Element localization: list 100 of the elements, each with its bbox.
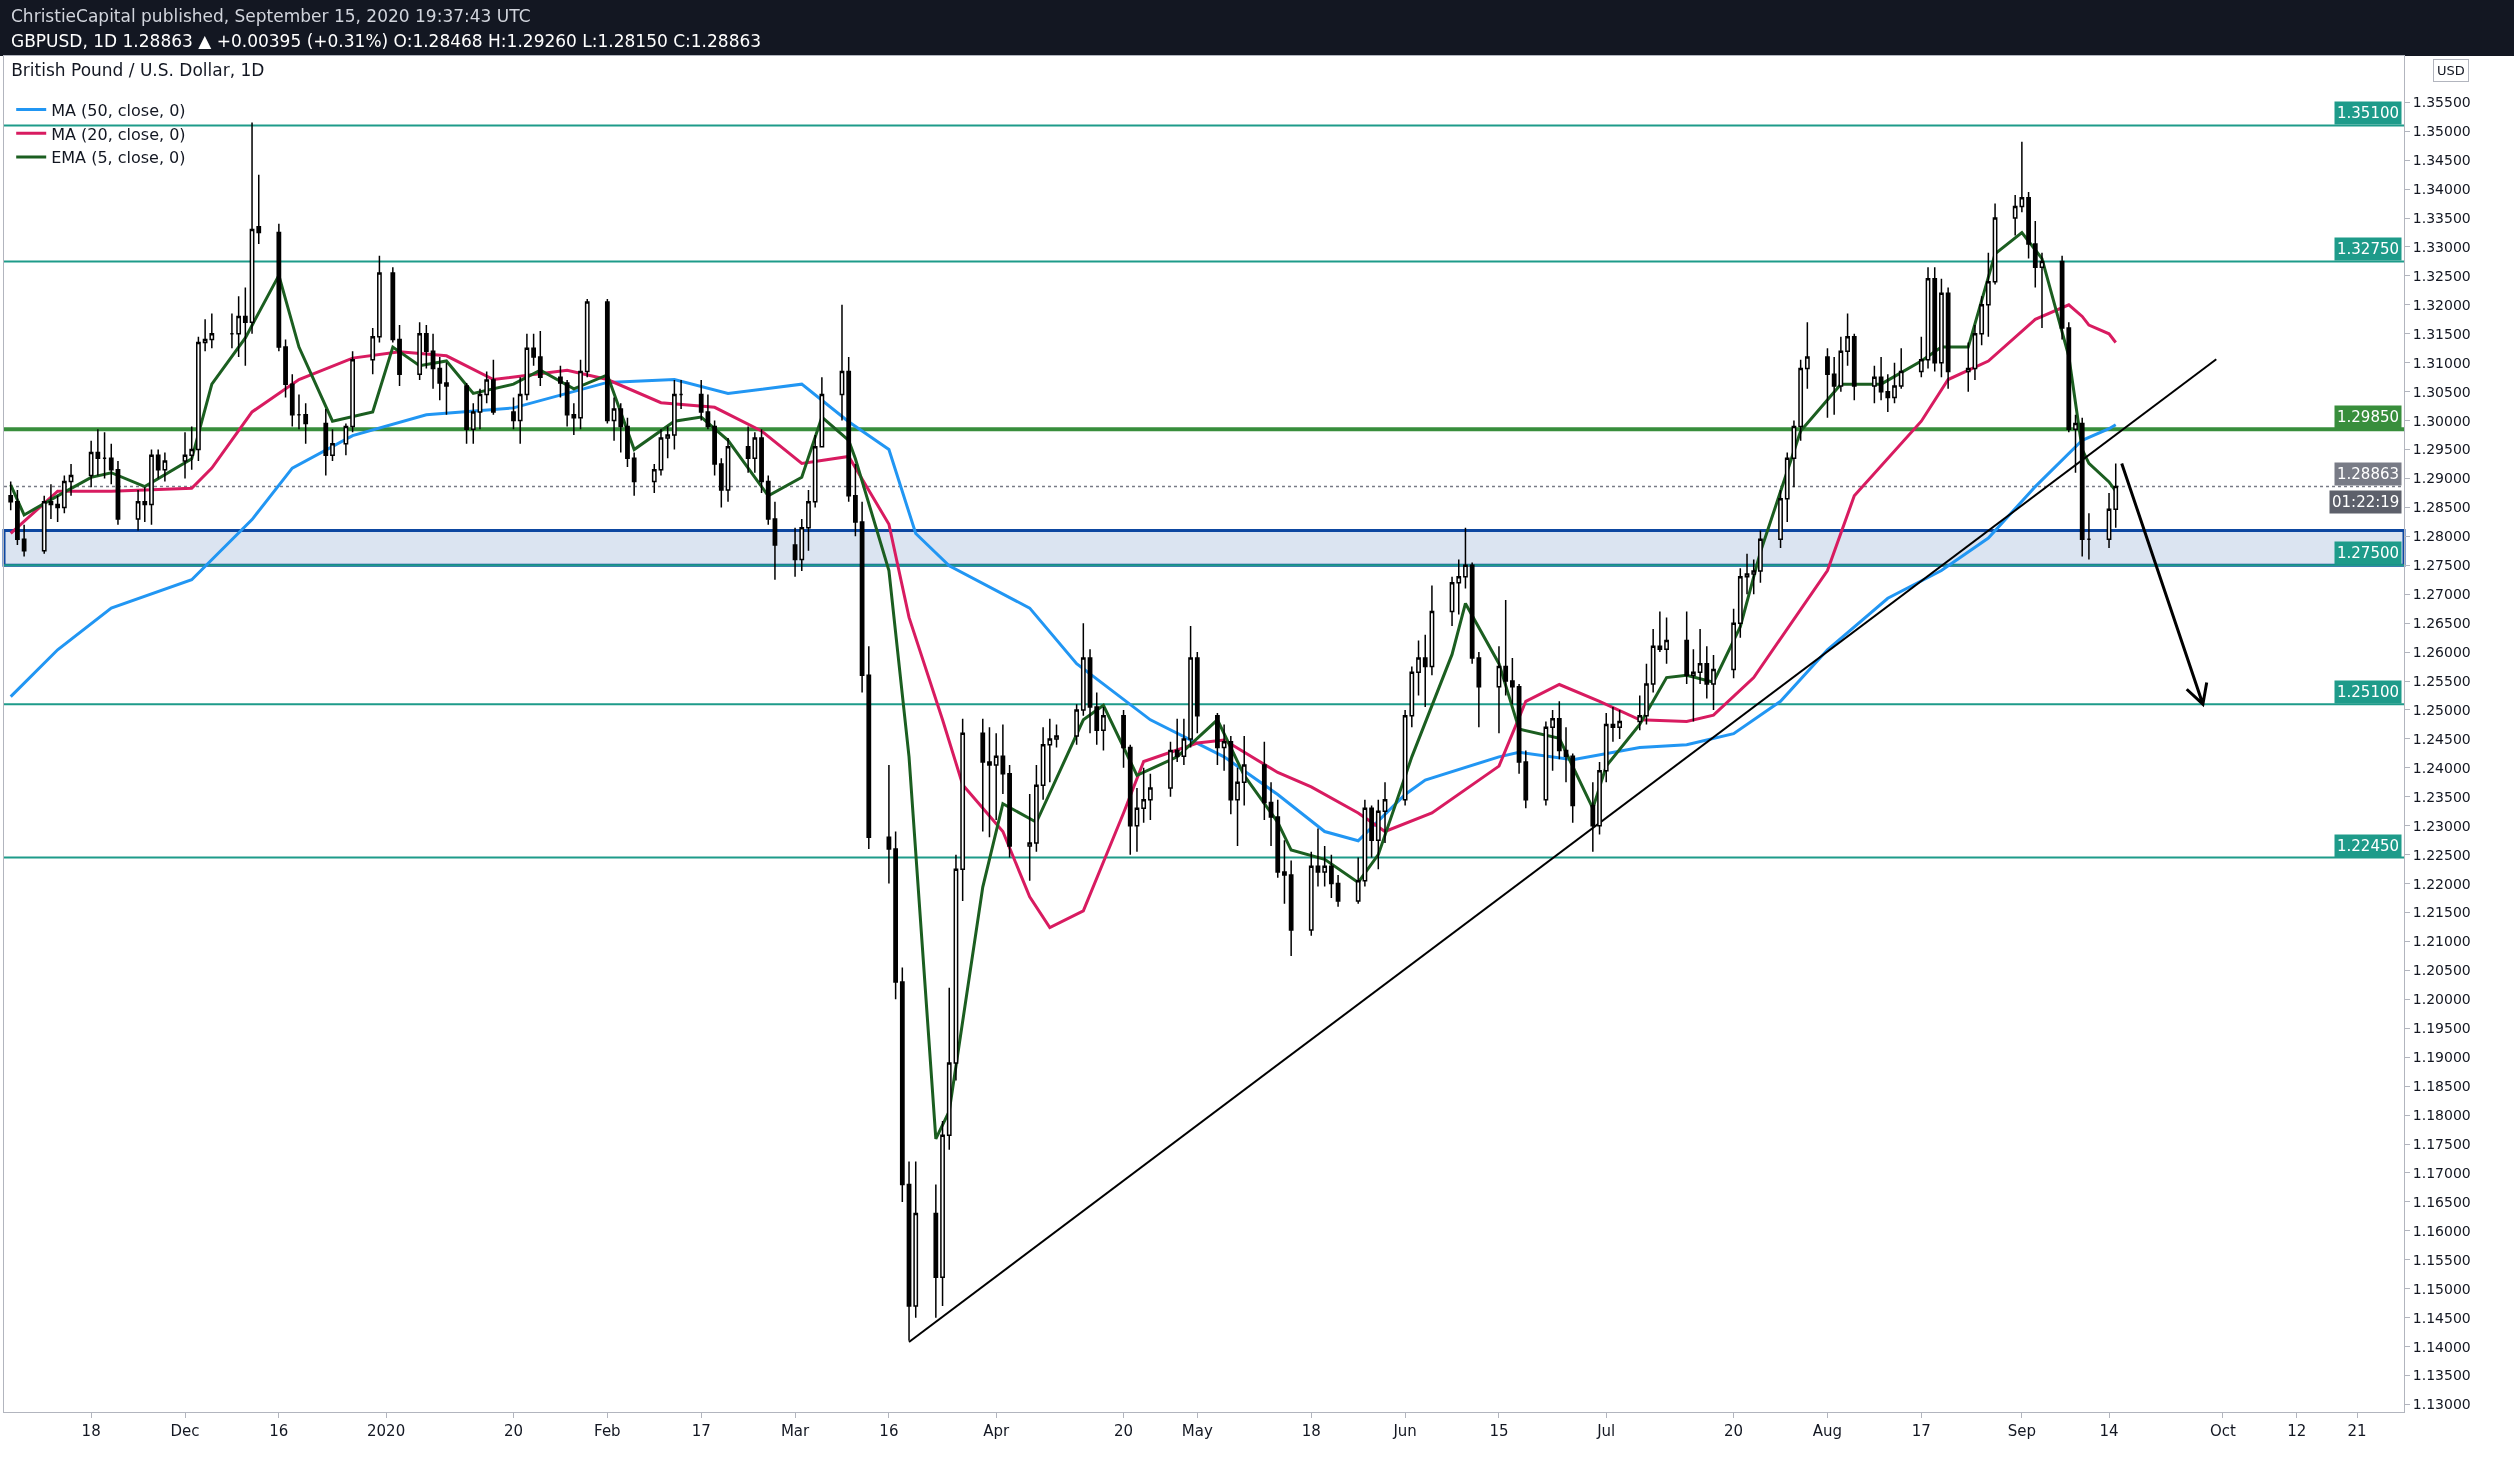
x-tick-label: 18 bbox=[1301, 1422, 1321, 1440]
candlestick bbox=[1563, 726, 1569, 784]
y-tick-label: 1.15500 bbox=[2412, 1251, 2471, 1268]
candlestick bbox=[423, 324, 429, 370]
candlestick bbox=[444, 361, 449, 416]
candlestick bbox=[8, 480, 14, 512]
candlestick bbox=[1007, 764, 1012, 859]
candlestick bbox=[2073, 414, 2078, 474]
x-tick-label: 16 bbox=[269, 1422, 289, 1440]
x-tick-label: Jun bbox=[1392, 1422, 1417, 1440]
candlestick bbox=[48, 483, 54, 520]
candlestick bbox=[2106, 492, 2112, 549]
x-tick-label: 14 bbox=[2099, 1422, 2119, 1440]
candlestick bbox=[1711, 654, 1716, 711]
candlestick bbox=[490, 359, 496, 416]
candlestick bbox=[718, 457, 724, 509]
candlestick bbox=[1147, 772, 1153, 821]
candlestick bbox=[1268, 781, 1274, 847]
legend-label: MA (20, close, 0) bbox=[51, 124, 186, 144]
y-tick-label: 1.17500 bbox=[2412, 1135, 2471, 1152]
candlestick bbox=[578, 359, 583, 431]
candlestick bbox=[115, 460, 121, 526]
candlestick bbox=[2059, 254, 2065, 341]
candlestick bbox=[296, 393, 302, 431]
candlestick bbox=[1590, 781, 1596, 853]
candlestick bbox=[806, 489, 811, 552]
candlestick bbox=[799, 518, 805, 572]
y-tick-label: 1.13000 bbox=[2412, 1396, 2471, 1413]
candlestick bbox=[430, 333, 436, 390]
candlestick bbox=[343, 422, 349, 457]
candlestick bbox=[1194, 651, 1200, 734]
candlestick bbox=[705, 393, 711, 431]
candlestick bbox=[1784, 451, 1790, 523]
candlestick bbox=[2039, 252, 2045, 329]
y-tick-label: 1.19000 bbox=[2412, 1049, 2471, 1066]
y-tick-label: 1.13500 bbox=[2412, 1367, 2471, 1384]
ref-line-label: 1.35100 bbox=[2337, 104, 2400, 122]
candlestick bbox=[658, 428, 664, 477]
y-tick-label: 1.20000 bbox=[2412, 991, 2471, 1008]
x-tick-label: Mar bbox=[780, 1422, 811, 1440]
y-tick-label: 1.25000 bbox=[2412, 701, 2471, 718]
candlestick bbox=[21, 524, 27, 558]
candlestick bbox=[283, 338, 288, 399]
candlestick bbox=[2113, 462, 2119, 529]
text: ChristieCapital published, September 15, 2020 19:37:43 UTC bbox=[11, 6, 531, 26]
y-tick-label: 1.34500 bbox=[2412, 152, 2471, 169]
y-tick-label: 1.33000 bbox=[2412, 238, 2471, 255]
candlestick bbox=[665, 425, 671, 459]
candlestick bbox=[1751, 558, 1757, 595]
candlestick bbox=[1690, 648, 1696, 723]
candlestick bbox=[1878, 356, 1884, 402]
y-tick-label: 1.22500 bbox=[2412, 846, 2471, 863]
candlestick bbox=[289, 373, 295, 428]
candlestick bbox=[1261, 741, 1267, 821]
candlestick bbox=[792, 526, 798, 578]
x-tick-label: 16 bbox=[879, 1422, 899, 1440]
candlestick bbox=[1416, 639, 1421, 697]
candlestick bbox=[913, 1160, 919, 1319]
candlestick bbox=[1315, 827, 1321, 888]
candlestick bbox=[2026, 191, 2031, 260]
candlestick bbox=[1731, 607, 1736, 679]
y-tick-label: 1.23000 bbox=[2412, 817, 2471, 834]
candlestick bbox=[1141, 767, 1147, 824]
candlestick bbox=[1503, 599, 1509, 697]
candlestick bbox=[1335, 874, 1341, 908]
candlestick bbox=[1744, 552, 1750, 595]
candlestick bbox=[765, 474, 771, 526]
candlestick bbox=[1275, 798, 1281, 879]
candlestick bbox=[2066, 321, 2072, 433]
candlestick bbox=[1174, 717, 1180, 763]
candlestick bbox=[1188, 625, 1193, 749]
candlestick bbox=[390, 266, 396, 344]
candlestick bbox=[108, 443, 114, 486]
candlestick bbox=[933, 1183, 939, 1319]
y-tick-label: 1.25500 bbox=[2412, 672, 2471, 689]
candlestick bbox=[437, 356, 443, 402]
candlestick bbox=[1456, 558, 1462, 616]
candlestick bbox=[350, 350, 355, 433]
candlestick bbox=[987, 726, 992, 839]
candlestick bbox=[1556, 700, 1562, 760]
candlestick bbox=[41, 495, 47, 555]
candlestick bbox=[960, 717, 966, 902]
y-tick-label: 1.31000 bbox=[2412, 354, 2471, 371]
x-tick-label: 20 bbox=[503, 1422, 524, 1440]
y-tick-label: 1.30000 bbox=[2412, 412, 2471, 429]
x-tick-label: 20 bbox=[1114, 1422, 1134, 1440]
candlestick bbox=[1422, 634, 1428, 708]
x-tick-label: 2020 bbox=[367, 1422, 406, 1440]
candlestick bbox=[2086, 512, 2092, 561]
candlestick bbox=[1737, 567, 1743, 639]
candlestick bbox=[377, 254, 382, 344]
candlestick bbox=[1322, 845, 1328, 888]
candlestick bbox=[1798, 359, 1804, 442]
candlestick bbox=[189, 425, 195, 471]
candlestick bbox=[1885, 373, 1891, 413]
candlestick bbox=[1074, 703, 1080, 746]
candlestick bbox=[229, 312, 235, 350]
y-tick-label: 1.32000 bbox=[2412, 296, 2471, 313]
candlestick bbox=[1610, 706, 1616, 743]
candlestick bbox=[1523, 749, 1529, 810]
